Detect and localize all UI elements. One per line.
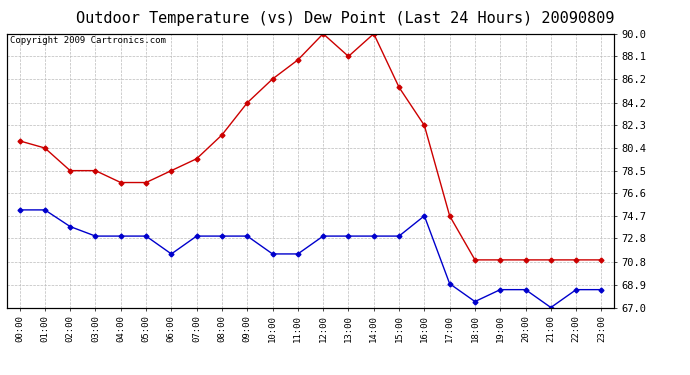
Text: Outdoor Temperature (vs) Dew Point (Last 24 Hours) 20090809: Outdoor Temperature (vs) Dew Point (Last… [76,11,614,26]
Text: Copyright 2009 Cartronics.com: Copyright 2009 Cartronics.com [10,36,166,45]
